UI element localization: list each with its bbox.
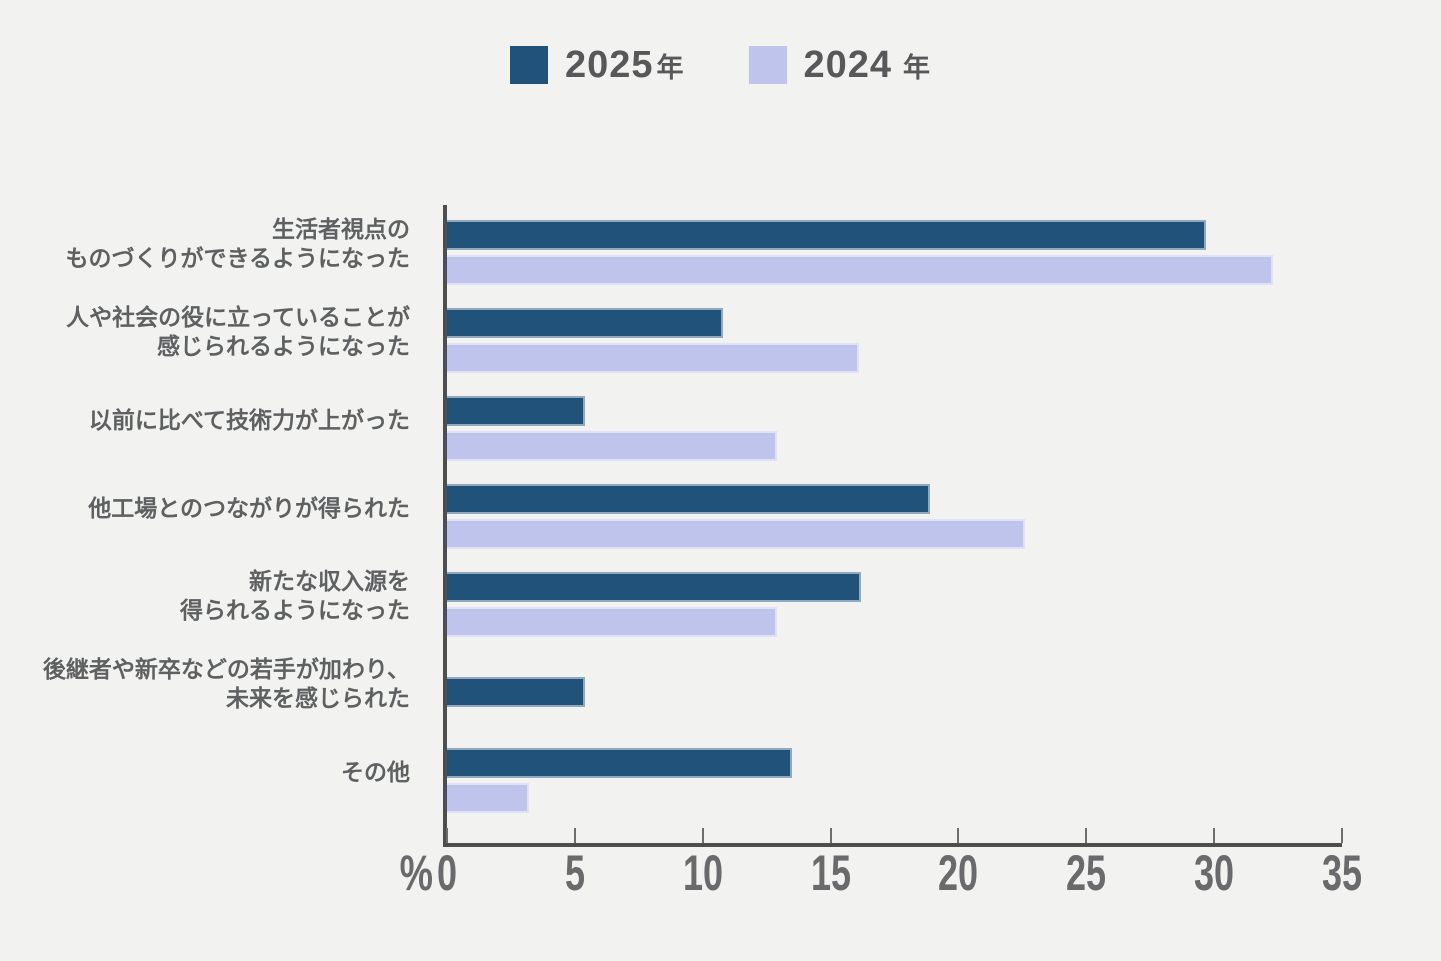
bar-2024-cat6 — [447, 782, 529, 813]
legend-swatch-2024 — [748, 46, 787, 84]
category-label-1: 人や社会の役に立っていることが 感じられるようになった — [66, 304, 410, 359]
x-axis-tick-20 — [957, 828, 960, 843]
legend-item-2025: 2025 年 — [509, 46, 685, 84]
bar-group-2 — [447, 384, 1342, 472]
x-axis-tick-label-35: 35 — [1321, 845, 1363, 901]
x-axis-tick-label-0: 0 — [436, 845, 458, 901]
x-axis-tick-5 — [573, 828, 576, 843]
bar-2025-cat0 — [447, 219, 1207, 250]
x-axis-tick-10 — [701, 828, 704, 843]
category-label-3: 他工場とのつながりが得られた — [88, 494, 410, 521]
legend-suffix-2025: 年 — [656, 53, 685, 83]
x-axis-tick-35 — [1341, 828, 1343, 843]
x-axis-tick-label-15: 15 — [810, 845, 851, 901]
bar-2025-cat1 — [447, 307, 724, 338]
x-axis-tick-label-20: 20 — [938, 845, 979, 901]
legend-swatch-2025 — [509, 46, 548, 84]
legend-year-2024: 2024 — [803, 44, 893, 86]
x-axis-tick-15 — [829, 828, 832, 843]
bar-2024-cat2 — [447, 430, 777, 461]
legend-label-2024: 2024 年 — [804, 46, 932, 84]
category-labels: 生活者視点の ものづくりができるようになった 人や社会の役に立っていることが 感じ… — [0, 205, 410, 824]
x-axis-tick-label-5: 5 — [564, 845, 585, 901]
category-label-6: その他 — [341, 758, 410, 785]
bar-2024-cat3 — [447, 518, 1025, 549]
x-axis-tick-0 — [446, 828, 448, 843]
category-label-5: 後継者や新卒などの若手が加わり、 未来を感じられた — [42, 656, 410, 711]
legend-label-2025: 2025 年 — [565, 46, 685, 84]
bar-rows — [447, 208, 1342, 824]
bar-2025-cat3 — [447, 483, 931, 514]
x-axis-tick-label-30: 30 — [1194, 845, 1235, 901]
bar-group-6 — [447, 736, 1342, 824]
bar-group-0 — [447, 208, 1342, 296]
legend: 2025 年 2024 年 — [0, 46, 1441, 84]
x-axis-tick-25 — [1085, 828, 1088, 843]
legend-year-2025: 2025 — [564, 44, 654, 86]
bar-2025-cat4 — [447, 571, 862, 602]
bar-2025-cat2 — [447, 395, 586, 426]
bar-group-1 — [447, 296, 1342, 384]
x-axis-tick-label-10: 10 — [682, 845, 723, 901]
bar-group-3 — [447, 472, 1342, 560]
x-axis-unit-label: % — [399, 845, 433, 901]
legend-suffix-2024: 年 — [903, 53, 932, 83]
category-label-2: 以前に比べて技術力が上がった — [88, 406, 410, 433]
bar-2025-cat5 — [447, 677, 586, 707]
x-axis-tick-30 — [1213, 828, 1216, 843]
bar-2025-cat6 — [447, 747, 793, 778]
category-label-4: 新たな収入源を 得られるようになった — [180, 568, 410, 623]
plot-area: 0 5 10 15 20 25 30 35 % — [400, 205, 1362, 901]
bar-2024-cat0 — [447, 254, 1273, 285]
x-axis-tick-label-25: 25 — [1066, 845, 1107, 901]
bar-group-5 — [447, 648, 1342, 736]
legend-item-2024: 2024 年 — [748, 46, 932, 84]
bar-2024-cat4 — [447, 606, 777, 637]
category-label-0: 生活者視点の ものづくりができるようになった — [65, 216, 410, 271]
bar-2024-cat1 — [447, 342, 859, 373]
bar-group-4 — [447, 560, 1342, 648]
